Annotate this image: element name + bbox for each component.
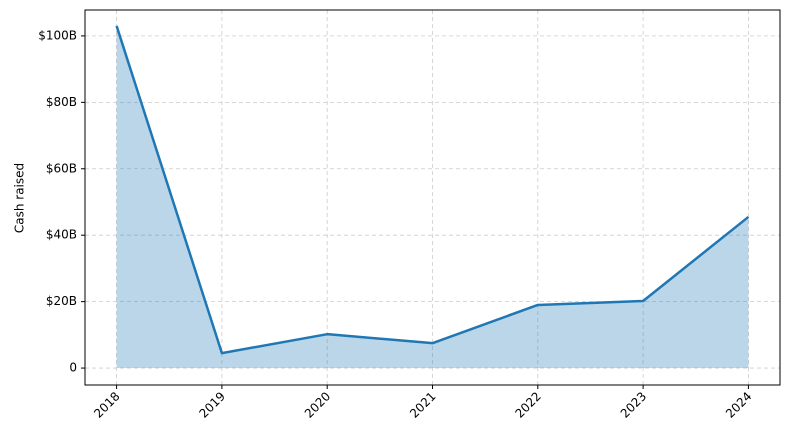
plot-frame xyxy=(84,9,781,386)
x-tick-label: 2024 xyxy=(723,389,754,420)
x-tick-label: 2023 xyxy=(618,389,649,420)
x-tick-label: 2021 xyxy=(407,389,438,420)
y-tick-label: 0 xyxy=(69,361,77,375)
x-tick-label: 2019 xyxy=(197,389,228,420)
y-tick-label: $60B xyxy=(46,161,77,175)
y-tick-label: $20B xyxy=(46,294,77,308)
area xyxy=(116,25,749,369)
y-tick-label: $80B xyxy=(46,95,77,109)
x-tick-label: 2018 xyxy=(91,389,122,420)
y-tick-label: $40B xyxy=(46,228,77,242)
y-tick-label: $100B xyxy=(38,28,77,42)
line xyxy=(115,25,750,355)
x-tick-label: 2022 xyxy=(512,389,543,420)
x-tick-label: 2020 xyxy=(302,389,333,420)
y-axis-label: Cash raised xyxy=(13,163,27,233)
